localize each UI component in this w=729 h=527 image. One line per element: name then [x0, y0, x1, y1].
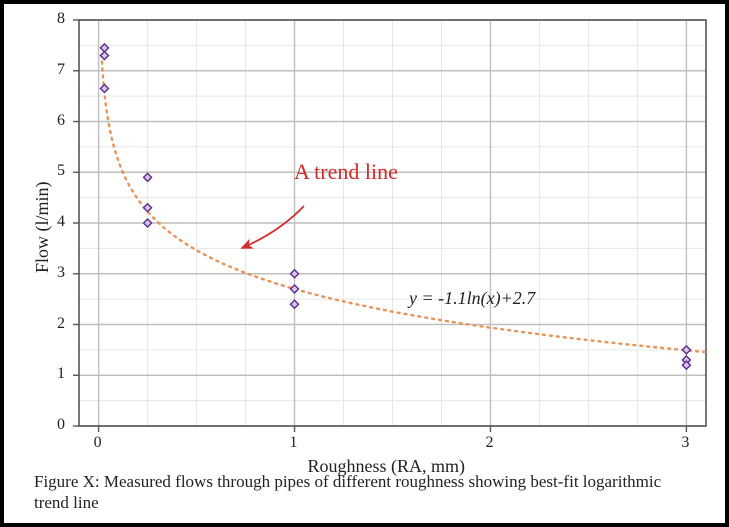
y-tick-label: 8	[57, 10, 65, 28]
y-tick-label: 4	[57, 213, 65, 231]
y-tick-label: 6	[57, 112, 65, 130]
chart-svg	[4, 4, 725, 523]
figure-caption: Figure X: Measured flows through pipes o…	[34, 471, 694, 514]
plot-area	[4, 4, 725, 523]
trendline-annotation: A trend line	[294, 159, 398, 185]
figure-frame: Flow (l/min) Roughness (RA, mm) A trend …	[0, 0, 729, 527]
x-tick-label: 0	[94, 434, 102, 452]
y-tick-label: 0	[57, 416, 65, 434]
y-tick-label: 3	[57, 264, 65, 282]
y-tick-label: 5	[57, 162, 65, 180]
y-tick-label: 7	[57, 61, 65, 79]
x-tick-label: 3	[681, 434, 689, 452]
trendline-equation: y = -1.1ln(x)+2.7	[409, 288, 535, 309]
y-tick-label: 1	[57, 365, 65, 383]
x-tick-label: 2	[485, 434, 493, 452]
y-tick-label: 2	[57, 315, 65, 333]
x-tick-label: 1	[290, 434, 298, 452]
y-axis-label: Flow (l/min)	[32, 181, 53, 273]
